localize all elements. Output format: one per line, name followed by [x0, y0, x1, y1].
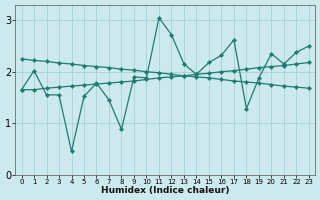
X-axis label: Humidex (Indice chaleur): Humidex (Indice chaleur)	[101, 186, 229, 195]
